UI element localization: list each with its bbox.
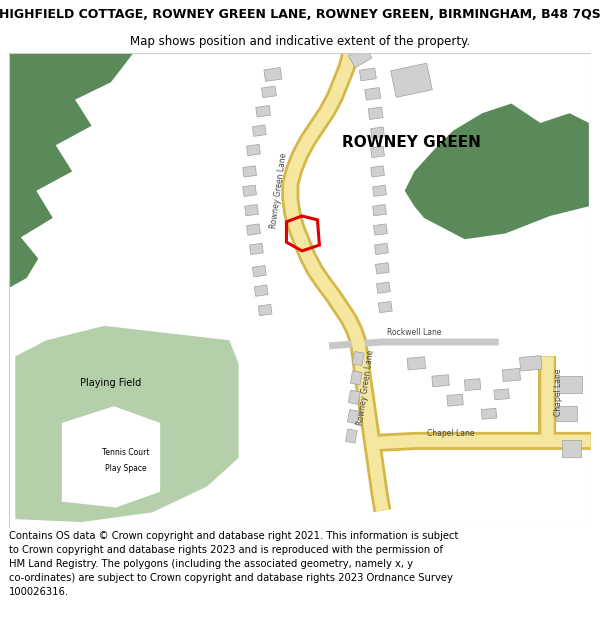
- Polygon shape: [350, 371, 362, 385]
- Polygon shape: [14, 324, 240, 523]
- Polygon shape: [352, 351, 364, 366]
- Polygon shape: [432, 375, 449, 387]
- Text: Chapel Lane: Chapel Lane: [554, 369, 563, 416]
- Polygon shape: [374, 224, 388, 235]
- Polygon shape: [254, 285, 268, 296]
- Polygon shape: [253, 125, 266, 136]
- Polygon shape: [371, 127, 385, 138]
- Polygon shape: [562, 440, 581, 458]
- Polygon shape: [373, 185, 386, 196]
- Polygon shape: [359, 68, 376, 81]
- Polygon shape: [481, 408, 497, 419]
- Polygon shape: [556, 406, 577, 421]
- Polygon shape: [447, 394, 463, 406]
- Text: Rowney Green Lane: Rowney Green Lane: [356, 349, 376, 426]
- Text: Chapel Lane: Chapel Lane: [427, 429, 474, 438]
- Polygon shape: [376, 262, 389, 274]
- Polygon shape: [242, 185, 257, 196]
- Polygon shape: [373, 204, 386, 216]
- Polygon shape: [349, 390, 360, 404]
- Polygon shape: [365, 88, 380, 100]
- Text: Play Space: Play Space: [104, 464, 146, 472]
- Text: Playing Field: Playing Field: [80, 378, 142, 388]
- Polygon shape: [464, 379, 481, 391]
- Polygon shape: [368, 107, 383, 119]
- Polygon shape: [347, 409, 359, 424]
- Polygon shape: [253, 266, 266, 277]
- Polygon shape: [407, 357, 425, 370]
- Text: ROWNEY GREEN: ROWNEY GREEN: [342, 135, 481, 150]
- Polygon shape: [376, 282, 390, 293]
- Polygon shape: [520, 356, 542, 371]
- Polygon shape: [262, 86, 277, 98]
- Text: Contains OS data © Crown copyright and database right 2021. This information is : Contains OS data © Crown copyright and d…: [9, 531, 458, 597]
- Polygon shape: [256, 106, 271, 117]
- Text: HIGHFIELD COTTAGE, ROWNEY GREEN LANE, ROWNEY GREEN, BIRMINGHAM, B48 7QS: HIGHFIELD COTTAGE, ROWNEY GREEN LANE, RO…: [0, 8, 600, 21]
- Polygon shape: [242, 166, 257, 177]
- Polygon shape: [245, 204, 259, 216]
- Polygon shape: [258, 304, 272, 316]
- Text: Map shows position and indicative extent of the property.: Map shows position and indicative extent…: [130, 35, 470, 48]
- Polygon shape: [264, 68, 282, 81]
- Polygon shape: [557, 376, 581, 393]
- Polygon shape: [502, 368, 521, 381]
- Polygon shape: [9, 53, 133, 288]
- Text: Rockwell Lane: Rockwell Lane: [387, 328, 442, 337]
- Polygon shape: [391, 63, 433, 98]
- Polygon shape: [379, 301, 392, 312]
- Polygon shape: [346, 429, 357, 443]
- Polygon shape: [374, 243, 388, 254]
- Polygon shape: [349, 46, 372, 68]
- Polygon shape: [62, 407, 160, 507]
- Polygon shape: [494, 389, 509, 400]
- Text: Rowney Green Lane: Rowney Green Lane: [269, 152, 289, 229]
- Polygon shape: [371, 166, 385, 177]
- Polygon shape: [371, 146, 385, 158]
- Polygon shape: [250, 243, 263, 254]
- Polygon shape: [247, 224, 260, 235]
- Polygon shape: [247, 144, 260, 156]
- Polygon shape: [404, 104, 589, 239]
- Text: Tennis Court: Tennis Court: [102, 448, 149, 457]
